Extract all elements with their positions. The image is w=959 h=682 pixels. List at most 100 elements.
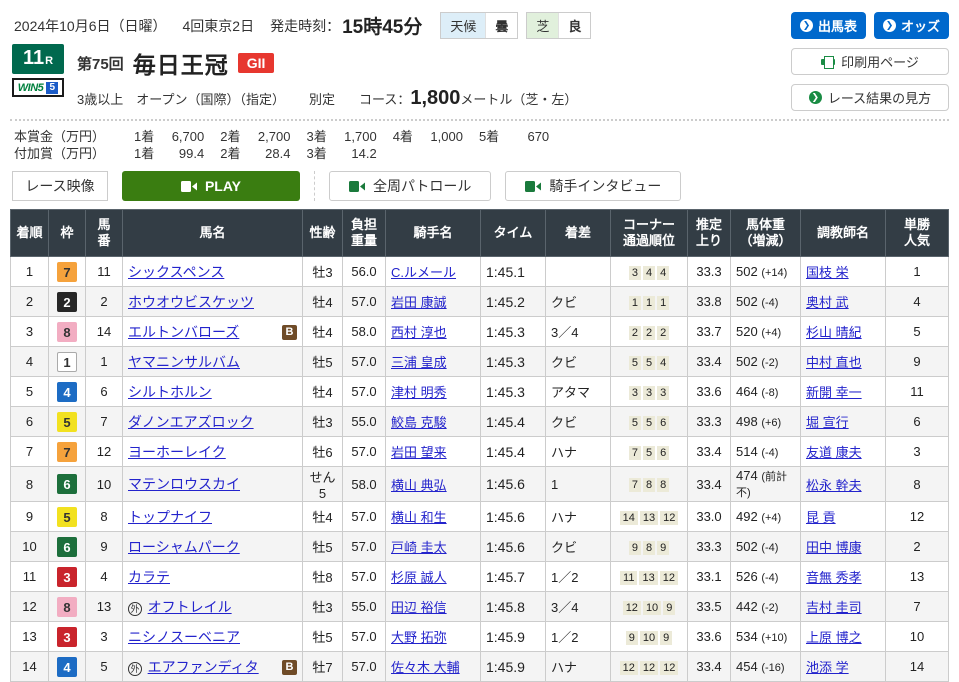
trainer-link[interactable]: 池添 学 <box>806 660 849 675</box>
cell-last-3f: 33.1 <box>687 561 731 592</box>
jockey-link[interactable]: 岩田 望来 <box>391 445 447 460</box>
cell-time: 1:45.8 <box>480 591 546 622</box>
corner-position-chip: 12 <box>619 660 638 675</box>
trainer-link[interactable]: 堀 宣行 <box>806 415 849 430</box>
trainer-link[interactable]: 新開 幸一 <box>806 385 862 400</box>
horse-name-link[interactable]: ヨーホーレイク <box>128 443 226 460</box>
trainer-link[interactable]: 国枝 栄 <box>806 265 849 280</box>
cell-margin: クビ <box>545 286 611 317</box>
horse-name-link[interactable]: エルトンバローズ <box>128 323 240 340</box>
play-button[interactable]: PLAY <box>122 171 300 201</box>
cell-frame: 6 <box>48 531 86 562</box>
cell-sex-age: 牡4 <box>302 501 343 532</box>
frame-number-badge: 3 <box>57 566 77 587</box>
cell-last-3f: 33.3 <box>687 406 731 437</box>
cell-horse-name: B ローシャムパーク <box>122 531 303 562</box>
horse-name-link[interactable]: エアファンディタ <box>147 658 259 675</box>
cell-margin: 1／2 <box>545 621 611 652</box>
grade-badge: GII <box>237 53 275 73</box>
cell-margin: 3／4 <box>545 316 611 347</box>
cell-last-3f: 33.3 <box>687 256 731 287</box>
jockey-link[interactable]: 西村 淳也 <box>391 325 447 340</box>
odds-button[interactable]: ❯ オッズ <box>874 12 949 39</box>
cell-jockey: 田辺 裕信 <box>385 591 481 622</box>
video-camera-icon <box>180 180 197 192</box>
horse-name-link[interactable]: ダノンエアズロック <box>128 413 254 430</box>
cell-trainer: 堀 宣行 <box>800 406 886 437</box>
body-weight-value: 502 <box>736 539 758 554</box>
horse-name-link[interactable]: シックスペンス <box>128 263 225 280</box>
trainer-link[interactable]: 中村 直也 <box>806 355 862 370</box>
trainer-link[interactable]: 昆 貢 <box>806 510 836 525</box>
main-prize-label: 本賞金（万円） <box>14 129 106 144</box>
trainer-link[interactable]: 上原 博之 <box>806 630 862 645</box>
trainer-link[interactable]: 杉山 晴紀 <box>806 325 862 340</box>
race-conditions: 3歳以上 オープン（国際）（指定） <box>77 92 285 107</box>
trainer-link[interactable]: 音無 秀孝 <box>806 570 862 585</box>
trainer-link[interactable]: 田中 博康 <box>806 540 862 555</box>
patrol-video-button[interactable]: 全周パトロール <box>329 171 492 201</box>
jockey-link[interactable]: 横山 和生 <box>391 510 447 525</box>
jockey-link[interactable]: 三浦 皇成 <box>391 355 447 370</box>
race-edition: 第75回 <box>77 55 124 73</box>
entries-button-label: 出馬表 <box>817 19 857 34</box>
body-weight-diff: (-4) <box>761 542 779 554</box>
jockey-link[interactable]: 津村 明秀 <box>391 385 447 400</box>
jockey-link[interactable]: 田辺 裕信 <box>391 600 447 615</box>
cell-last-3f: 33.6 <box>687 621 731 652</box>
horse-name-link[interactable]: トップナイフ <box>128 508 212 525</box>
prize-rank: 1着 <box>134 146 155 161</box>
cell-carried-weight: 57.0 <box>342 531 386 562</box>
prize-amount: 14.2 <box>351 146 377 161</box>
horse-name-link[interactable]: ヤマニンサルバム <box>128 353 240 370</box>
trainer-link[interactable]: 奥村 武 <box>806 295 849 310</box>
horse-name-link[interactable]: マテンロウスカイ <box>128 476 240 492</box>
trainer-link[interactable]: 吉村 圭司 <box>806 600 862 615</box>
trainer-link[interactable]: 松永 幹夫 <box>806 477 862 493</box>
cell-frame: 7 <box>48 436 86 467</box>
jockey-link[interactable]: 横山 典弘 <box>391 477 447 493</box>
entries-button[interactable]: ❯ 出馬表 <box>791 12 866 39</box>
horse-name-link[interactable]: ローシャムパーク <box>128 538 240 555</box>
trainer-link[interactable]: 友道 康夫 <box>806 445 862 460</box>
race-title-block: 11 R WIN5 5 第75回 毎日王冠 GII 3歳以上 オープン（国際）（指… <box>12 44 959 110</box>
cell-time: 1:45.3 <box>480 346 546 377</box>
win5-logo-text: WIN5 <box>17 81 44 94</box>
frame-number-badge: 5 <box>57 411 77 432</box>
cell-time: 1:45.4 <box>480 436 546 467</box>
jockey-link[interactable]: 戸崎 圭太 <box>391 540 447 555</box>
corner-position-chip: 4 <box>642 265 656 280</box>
horse-name-link[interactable]: カラテ <box>128 568 170 585</box>
cell-jockey: C.ルメール <box>385 256 481 287</box>
cell-horse-number: 13 <box>85 591 123 622</box>
added-prize-row: 付加賞（万円） 1着 99.4 2着 28.4 3着 14.2 <box>14 145 959 162</box>
horse-name-link[interactable]: シルトホルン <box>128 383 212 400</box>
jockey-interview-button[interactable]: 騎手インタビュー <box>505 171 682 201</box>
print-page-button[interactable]: 印刷用ページ <box>791 48 949 75</box>
results-guide-button[interactable]: ❯ レース結果の見方 <box>791 84 949 111</box>
cell-body-weight: 502 (-4) <box>730 531 801 562</box>
prize-amount: 28.4 <box>265 146 291 161</box>
jockey-link[interactable]: 大野 拓弥 <box>391 630 447 645</box>
cell-frame: 6 <box>48 466 86 502</box>
cell-horse-name: B 外 オフトレイル <box>122 591 303 622</box>
horse-name-link[interactable]: オフトレイル <box>147 598 232 615</box>
header-last-3f: 推定 上り <box>687 209 731 257</box>
course-distance-suffix: メートル（芝・左） <box>460 92 578 107</box>
jockey-link[interactable]: 鮫島 克駿 <box>391 415 447 430</box>
corner-position-chip: 3 <box>642 385 656 400</box>
cell-finish-position: 7 <box>10 436 49 467</box>
horse-name-link[interactable]: ニシノスーベニア <box>128 628 240 645</box>
jockey-link[interactable]: 佐々木 大輔 <box>391 660 460 675</box>
jockey-link[interactable]: 杉原 誠人 <box>391 570 447 585</box>
corner-position-chip: 12 <box>660 660 679 675</box>
corner-position-chip: 13 <box>639 510 659 525</box>
cell-last-3f: 33.6 <box>687 376 731 407</box>
jockey-link[interactable]: C.ルメール <box>391 265 457 280</box>
jockey-link[interactable]: 岩田 康誠 <box>391 295 447 310</box>
result-row: 12 8 13 B 外 オフトレイル 牡3 55.0 田辺 裕信 1:45.8 … <box>10 591 949 622</box>
cell-finish-position: 3 <box>10 316 49 347</box>
horse-name-link[interactable]: ホウオウビスケッツ <box>128 293 254 310</box>
